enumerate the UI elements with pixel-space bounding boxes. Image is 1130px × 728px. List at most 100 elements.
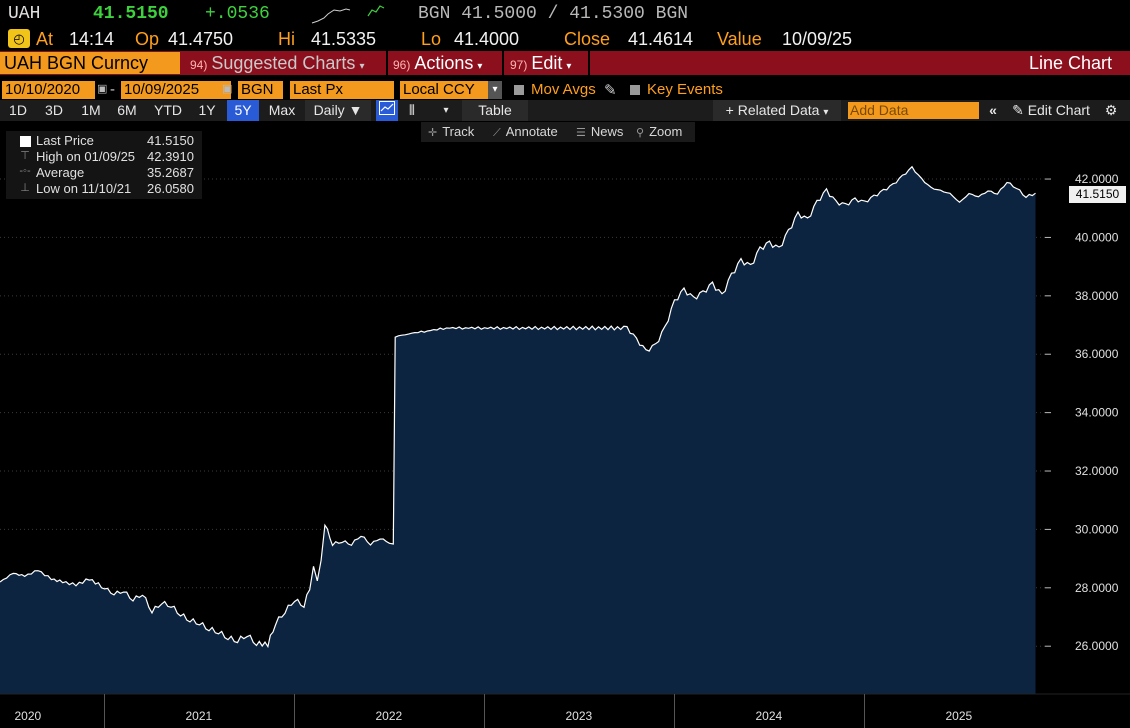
x-tick-label: 2025 [946,709,973,723]
related-data-label: + Related Data [725,102,820,118]
actions-number: 96) [393,58,411,72]
edit-chart-label: Edit Chart [1027,102,1090,118]
y-axis: 26.0000 28.0000 30.0000 32.0000 34.0000 36.00… [1045,172,1119,653]
key-events-checkbox[interactable] [630,85,640,95]
source-field[interactable]: BGN [238,81,283,99]
chevron-down-icon[interactable]: ▾ [488,81,502,99]
date-separator: - [110,81,115,98]
y-tick-label: 36.0000 [1075,347,1119,361]
news-label: News [590,124,624,139]
average-marker-icon: -◦- [19,165,31,177]
suggested-charts-menu[interactable]: 94) Suggested Charts ▾ [190,51,364,75]
line-chart-icon[interactable] [376,100,398,121]
add-data-input[interactable]: Add Data [848,102,979,119]
range-6m[interactable]: 6M [117,102,137,118]
last-price-marker: 41.5150 [1069,186,1126,203]
related-data-menu[interactable]: + Related Data ▾ [713,100,841,121]
range-3d[interactable]: 3D [45,102,63,118]
bar-chart-icon[interactable]: ⫴ [409,102,415,118]
y-tick-label: 30.0000 [1075,522,1119,536]
low-marker-icon: ⊥ [20,182,30,194]
divider [502,51,504,75]
open-label: Op [135,29,160,49]
zoom-label: Zoom [649,124,683,139]
low-label: Lo [421,29,442,49]
chevron-down-icon: ▾ [477,61,483,72]
edit-label: Edit [531,53,563,73]
annotate-tool[interactable]: ⟋ Annotate [493,122,558,142]
news-tool[interactable]: ☰ News [576,122,623,142]
calendar-icon[interactable]: ▣ [97,83,108,95]
news-icon: ☰ [576,127,586,139]
x-tick-label: 2021 [186,709,213,723]
close-label: Close [564,29,611,49]
legend-high-label: High on 01/09/25 [36,149,136,164]
divider [386,51,388,75]
pencil-icon: ✎ [1012,102,1024,118]
edit-menu[interactable]: 97) Edit ▾ [510,51,571,75]
currency-selector[interactable]: Local CCY [400,81,488,99]
legend-low-row: ⊥ Low on 11/10/21 26.0580 [6,181,202,197]
actions-menu[interactable]: 96) Actions ▾ [393,51,482,75]
value-date: 10/09/25 [782,29,853,49]
legend-high-row: ⊤ High on 01/09/25 42.3910 [6,149,202,165]
ticker-symbol: UAH [8,4,41,24]
chart-legend[interactable]: Last Price 41.5150 ⊤ High on 01/09/25 42… [6,131,202,199]
range-bar: 1D 3D 1M 6M YTD 1Y 5Y Max Daily ▼ ⫴ ▾ Ta… [0,100,1130,121]
suggested-charts-label: Suggested Charts [211,53,356,73]
gauge-icon[interactable]: ◴ [8,29,30,48]
at-value: 14:14 [69,29,115,49]
range-1d[interactable]: 1D [9,102,27,118]
legend-swatch [20,136,31,147]
y-tick-label: 38.0000 [1075,289,1119,303]
range-5y[interactable]: 5Y [227,100,259,121]
chevron-down-icon: ▾ [566,61,572,72]
price-line [0,165,1036,649]
sparkline-icon [311,5,385,24]
price-area [0,166,1036,694]
price-change: +.0536 [205,4,270,24]
high-marker-icon: ⊤ [20,150,30,162]
mov-avgs-checkbox[interactable] [514,85,524,95]
range-1m[interactable]: 1M [81,102,101,118]
range-max[interactable]: Max [268,102,296,118]
track-label: Track [442,124,475,139]
security-field[interactable]: UAH BGN Curncy [0,52,180,74]
zoom-tool[interactable]: ⚲ Zoom [636,122,682,142]
pencil-icon: ⟋ [493,127,501,139]
mov-avgs-label[interactable]: Mov Avgs [531,81,596,98]
suggested-charts-number: 94) [190,58,208,72]
crosshair-icon: ✛ [428,127,438,139]
gear-icon[interactable]: ⚙ [1104,102,1118,118]
y-tick-label: 40.0000 [1075,230,1119,244]
legend-average-row: -◦- Average 35.2687 [6,165,202,181]
start-date-field[interactable]: 10/10/2020 [2,81,95,99]
chevron-down-icon: ▾ [359,61,365,72]
frequency-selector[interactable]: Daily ▼ [305,100,371,121]
edit-chart-button[interactable]: ✎ Edit Chart [1006,100,1096,121]
track-tool[interactable]: ✛ Track [428,122,474,142]
chart-toolbar: ✛ Track ⟋ Annotate ☰ News ⚲ Zoom [421,122,695,142]
bid-ask: BGN 41.5000 / 41.5300 BGN [418,4,689,24]
divider [588,51,590,75]
close-value: 41.4614 [628,29,694,49]
calendar-icon[interactable]: ▣ [222,83,233,95]
collapse-icon[interactable]: « [989,102,997,118]
chevron-down-icon[interactable]: ▾ [443,105,449,116]
x-tick-label: 2022 [376,709,403,723]
table-button[interactable]: Table [462,100,528,121]
price-chart[interactable]: 26.0000 28.0000 30.0000 32.0000 34.0000 36.00… [0,144,1130,728]
range-ytd[interactable]: YTD [154,102,182,118]
annotate-label: Annotate [505,124,558,139]
range-1y[interactable]: 1Y [198,102,216,118]
open-value: 41.4750 [168,29,234,49]
pencil-icon[interactable]: ✎ [604,82,617,99]
legend-average-label: Average [36,165,85,180]
end-date-field[interactable]: 10/09/2025 [121,81,231,99]
legend-low-value: 26.0580 [147,181,194,196]
field-selector[interactable]: Last Px [290,81,394,99]
magnifier-icon: ⚲ [636,127,645,139]
key-events-label[interactable]: Key Events [647,81,723,98]
legend-last-value: 41.5150 [147,133,194,148]
legend-low-label: Low on 11/10/21 [36,181,132,196]
